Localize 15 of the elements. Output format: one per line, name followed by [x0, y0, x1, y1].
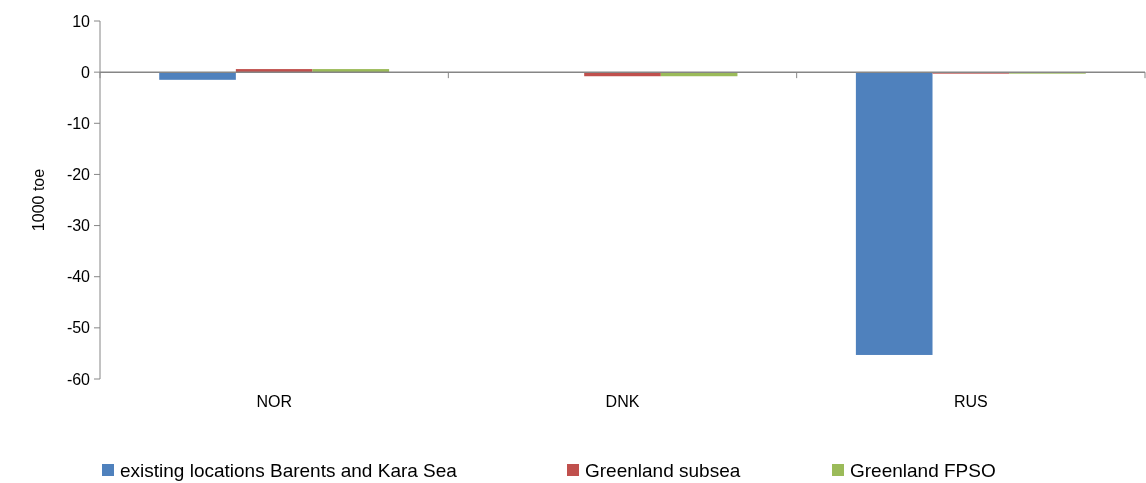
- y-tick-label: 0: [81, 63, 91, 81]
- x-tick-label: NOR: [256, 393, 292, 410]
- y-tick-label: -30: [66, 217, 91, 235]
- y-tick-label: -10: [66, 114, 91, 132]
- y-axis-title: 1000 toe: [30, 168, 47, 232]
- x-tick-label: RUS: [953, 393, 988, 410]
- y-tick-label: -50: [66, 319, 91, 337]
- legend-label: Greenland subsea: [585, 459, 741, 481]
- y-tick-label: -20: [66, 166, 91, 184]
- y-tick-label: -40: [66, 268, 91, 286]
- legend-label: Greenland FPSO: [850, 459, 996, 481]
- y-tick-label: -60: [66, 370, 91, 388]
- x-tick-label: DNK: [605, 393, 640, 410]
- y-tick-label: 10: [72, 12, 91, 30]
- legend-label: existing locations Barents and Kara Sea: [120, 459, 458, 481]
